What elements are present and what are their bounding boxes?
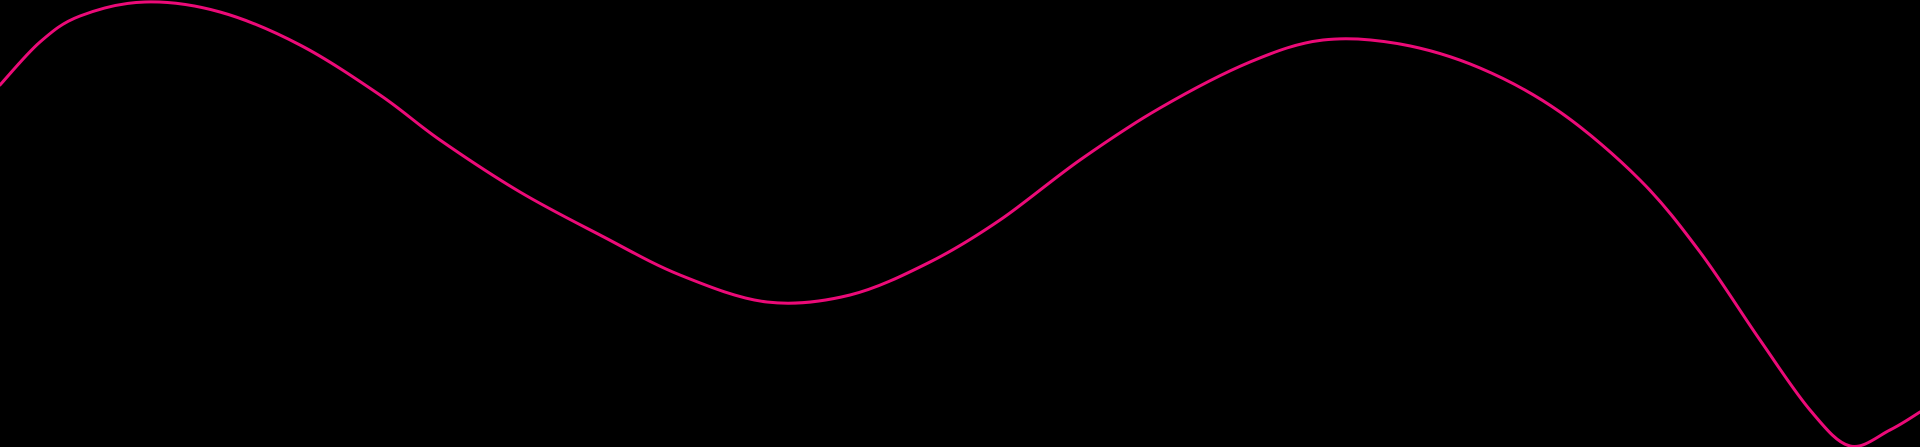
- wave-curve-path: [0, 0, 1920, 447]
- wave-svg: [0, 0, 1920, 447]
- wave-graphic-canvas: [0, 0, 1920, 447]
- background-rect: [0, 0, 1920, 447]
